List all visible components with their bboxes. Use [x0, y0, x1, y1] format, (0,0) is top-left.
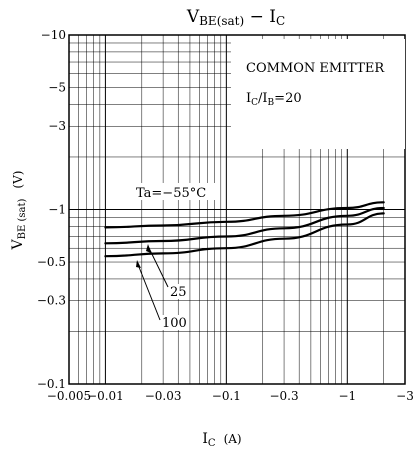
- x-tick-label: −0.3: [269, 389, 298, 403]
- y-tick-label: −10: [41, 28, 66, 42]
- y-axis-label: VBE (sat)(V): [10, 171, 28, 251]
- x-tick-label: −0.005: [47, 389, 91, 403]
- y-tick-label: −5: [48, 81, 66, 95]
- x-axis-label: IC (A): [202, 431, 241, 449]
- label-100: 100: [162, 316, 187, 331]
- series-line-2: [104, 206, 385, 245]
- label-25-bg: [168, 284, 188, 299]
- y-tick-label: −1: [48, 203, 66, 217]
- leader-line-100: [136, 261, 161, 321]
- legend-box: [231, 39, 405, 149]
- ta-label: Ta=−55°C: [136, 186, 206, 201]
- leader-arrow-25: [146, 244, 151, 253]
- ta-label-bg: [133, 183, 215, 200]
- common-emitter-label: COMMON EMITTER: [246, 61, 385, 76]
- leader-arrow-100: [136, 260, 141, 268]
- ic-ib-ratio-label: IC/IB=20: [246, 91, 302, 108]
- x-tick-label: −1: [338, 389, 356, 403]
- chart-series: [104, 201, 385, 258]
- y-tick-label: −3: [48, 119, 66, 133]
- label-25: 25: [170, 285, 187, 300]
- series-line-3: [104, 212, 385, 258]
- chart-tick-labels: −0.005−0.01 −0.03 −0.1 −0.3 −1 −3 −10 −5 −3 −1 −0.…: [37, 28, 414, 403]
- y-tick-label: −0.3: [37, 294, 66, 308]
- x-tick-label: −0.1: [212, 389, 241, 403]
- chart-title: VBE(sat) − IC: [186, 7, 285, 28]
- x-tick-label: −3: [396, 389, 414, 403]
- y-tick-label: −0.5: [37, 255, 66, 269]
- leader-line-25: [147, 245, 169, 288]
- label-100-bg: [160, 315, 187, 330]
- x-tick-label: −0.03: [145, 389, 182, 403]
- y-tick-label: −0.1: [37, 377, 66, 391]
- series-line-1: [104, 201, 385, 229]
- x-tick-label: −0.01: [87, 389, 124, 403]
- plot-frame: [68, 34, 406, 385]
